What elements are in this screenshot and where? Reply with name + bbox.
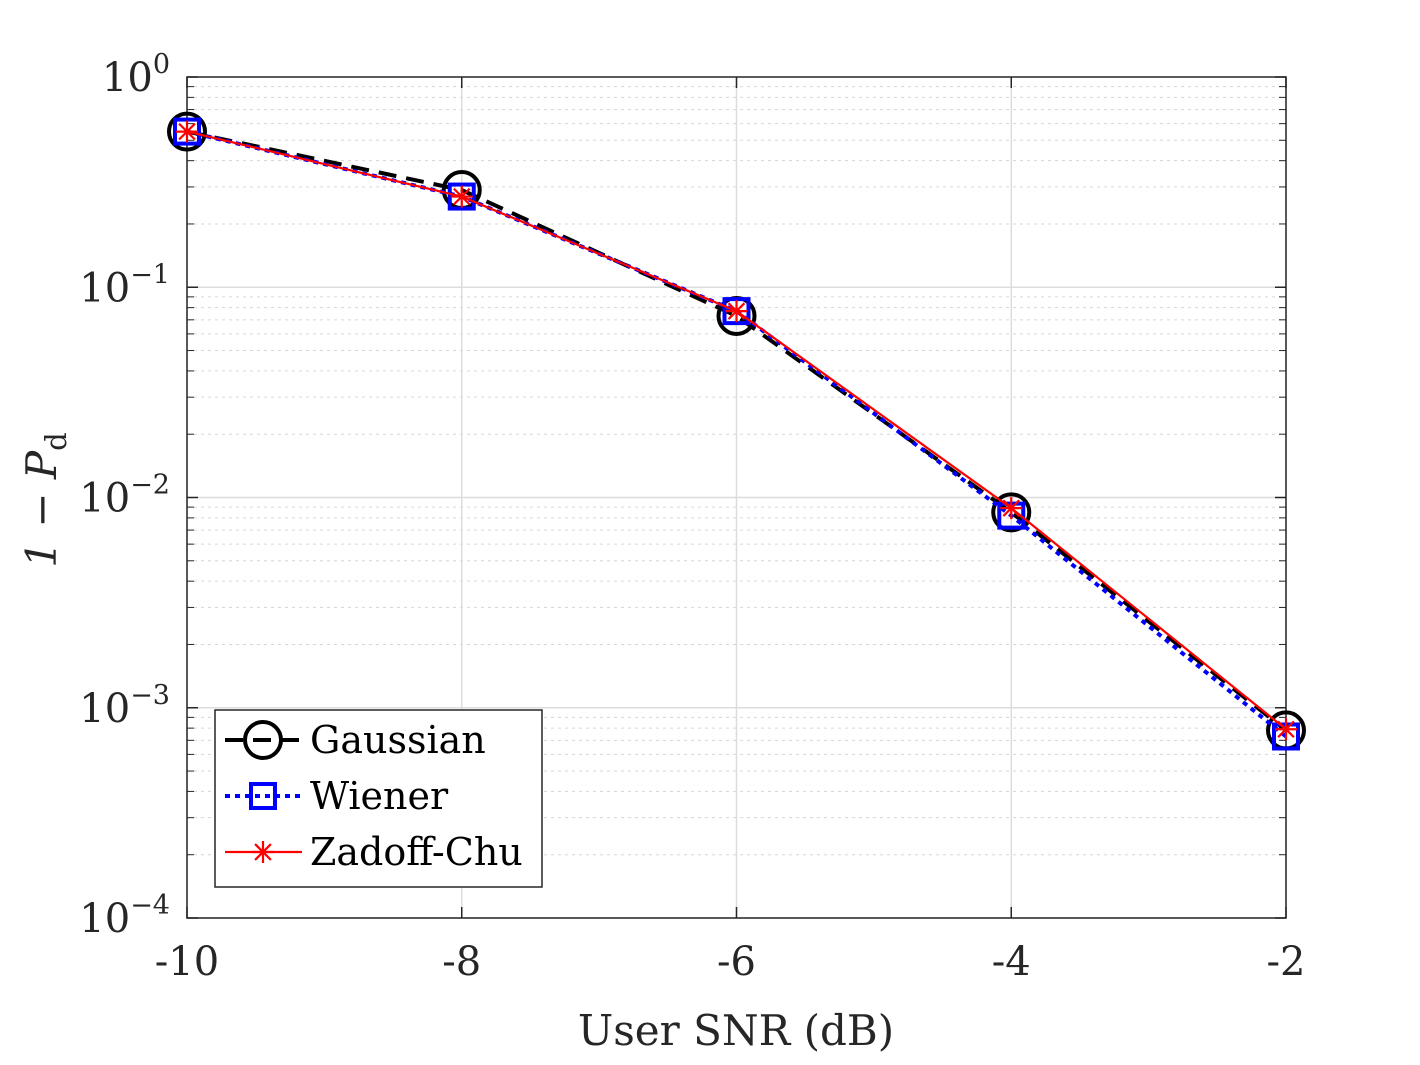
legend-label-zadoff-chu: Zadoff-Chu	[310, 830, 523, 874]
y-tick-label: 100	[102, 49, 170, 101]
y-tick-base: 10	[79, 265, 130, 311]
y-tick-base: 10	[79, 476, 130, 522]
y-tick-label: 10−3	[79, 680, 170, 732]
axis-ticks	[186, 76, 1287, 919]
y-tick-base: 10	[79, 686, 130, 732]
data-point-wiener	[173, 117, 201, 146]
x-tick-label: -4	[992, 939, 1031, 985]
y-tick-exponent: −1	[130, 259, 170, 290]
x-tick-label: -10	[155, 939, 219, 985]
asterisk-stroke	[727, 302, 746, 320]
x-tick-label: -8	[442, 939, 481, 985]
x-tick-label: -2	[1267, 939, 1306, 985]
legend-marker-wiener	[249, 782, 277, 810]
y-tick-label: 10−2	[79, 470, 170, 522]
y-tick-label: 10−4	[79, 890, 170, 942]
y-tick-base: 10	[102, 55, 153, 101]
data-point-zadoff-chu	[1275, 718, 1297, 741]
y-tick-exponent: −2	[130, 470, 170, 501]
x-axis-title: User SNR (dB)	[578, 1006, 894, 1055]
legend-marker-gaussian	[243, 720, 283, 760]
x-tick-label: -6	[717, 939, 756, 985]
series-zadoff-chu	[176, 120, 1297, 741]
data-point-wiener	[722, 297, 751, 326]
y-axis-title-main: 1 − P	[17, 450, 66, 568]
series-group	[167, 111, 1306, 751]
asterisk-stroke	[1002, 499, 1020, 517]
data-point-zadoff-chu	[176, 120, 198, 143]
asterisk-stroke	[178, 122, 196, 141]
legend-label-gaussian: Gaussian	[310, 718, 486, 762]
legend: Gaussian Wiener Zadoff-Chu	[214, 709, 543, 888]
data-point-zadoff-chu	[1000, 497, 1023, 520]
data-point-gaussian	[167, 111, 207, 152]
asterisk-stroke	[453, 187, 471, 206]
y-axis-title-subscript: d	[39, 432, 73, 451]
y-tick-exponent: −3	[130, 680, 170, 711]
asterisk-stroke	[254, 843, 272, 861]
y-tick-exponent: −4	[130, 890, 170, 921]
legend-label-wiener: Wiener	[310, 774, 449, 818]
legend-marker-zadoff-chu	[252, 841, 274, 863]
data-point-wiener	[447, 182, 476, 211]
y-tick-exponent: 0	[153, 49, 170, 80]
series-line-gaussian	[186, 129, 1288, 733]
data-point-zadoff-chu	[725, 300, 748, 323]
y-tick-label: 10−1	[79, 259, 170, 311]
asterisk-stroke	[1277, 720, 1295, 738]
y-axis-title: 1 − Pd	[17, 432, 73, 567]
data-point-gaussian	[991, 492, 1032, 533]
x-tick-labels: -10 -8 -6 -4 -2	[155, 939, 1306, 985]
grid	[186, 77, 1287, 919]
y-tick-base: 10	[79, 896, 130, 942]
data-point-zadoff-chu	[450, 185, 473, 208]
